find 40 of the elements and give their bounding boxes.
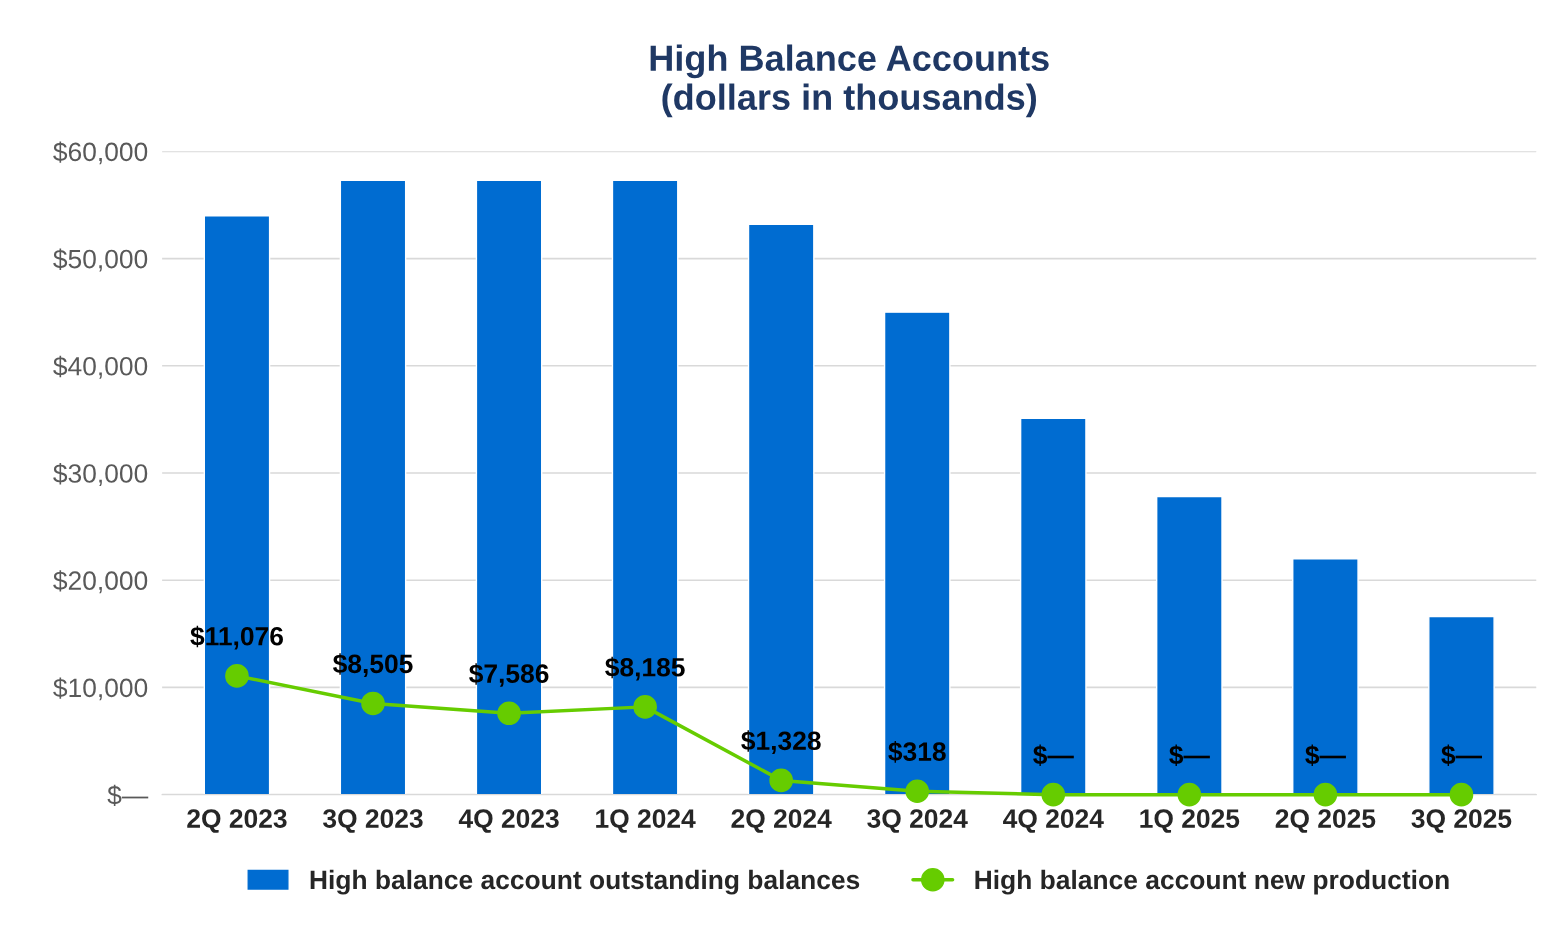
x-tick-label: 3Q 2023: [323, 809, 423, 833]
y-tick-label: $30,000: [53, 463, 148, 486]
bar: [1155, 495, 1223, 795]
point: [1313, 782, 1338, 807]
legend-label: High balance account new production: [975, 869, 1449, 895]
x-tick-label: 2Q 2025: [1275, 809, 1376, 833]
x-tick-label: 3Q 2024: [867, 809, 968, 833]
point: [633, 695, 657, 719]
point: [361, 691, 385, 716]
point: [1449, 782, 1474, 807]
data-label: $318: [888, 741, 946, 763]
y-tick-label: $—: [107, 784, 149, 807]
y-tick-label: $60,000: [53, 141, 148, 165]
y-tick-label: $50,000: [53, 248, 148, 272]
y-tick-label: $40,000: [53, 355, 148, 379]
bar: [1292, 558, 1359, 795]
x-tick-label: 2Q 2024: [731, 809, 832, 833]
chart-title: High Balance Accounts (dollars in thousands): [650, 44, 1049, 118]
x-tick-label: 4Q 2023: [458, 809, 559, 833]
data-label: $—: [1033, 744, 1074, 767]
x-tick-label: 4Q 2024: [1003, 809, 1104, 833]
point: [905, 779, 930, 804]
point: [225, 664, 249, 688]
x-tick-label: 3Q 2025: [1411, 809, 1512, 833]
data-label: $—: [1169, 744, 1210, 767]
point: [1177, 782, 1202, 807]
point: [769, 768, 793, 793]
x-tick-label: 2Q 2023: [187, 809, 287, 833]
x-tick-label: 1Q 2025: [1140, 809, 1240, 833]
bar: [1019, 417, 1087, 795]
data-label: $—: [1441, 744, 1482, 767]
bar: [883, 311, 951, 795]
x-tick-label: 1Q 2024: [596, 809, 696, 833]
legend-label: High balance account outstanding balances: [310, 869, 860, 895]
point: [1041, 782, 1066, 807]
data-label: $—: [1305, 744, 1346, 767]
bar: [1428, 615, 1495, 795]
y-tick-label: $20,000: [53, 570, 148, 594]
y-tick-label: $10,000: [53, 677, 148, 701]
point: [497, 701, 521, 726]
